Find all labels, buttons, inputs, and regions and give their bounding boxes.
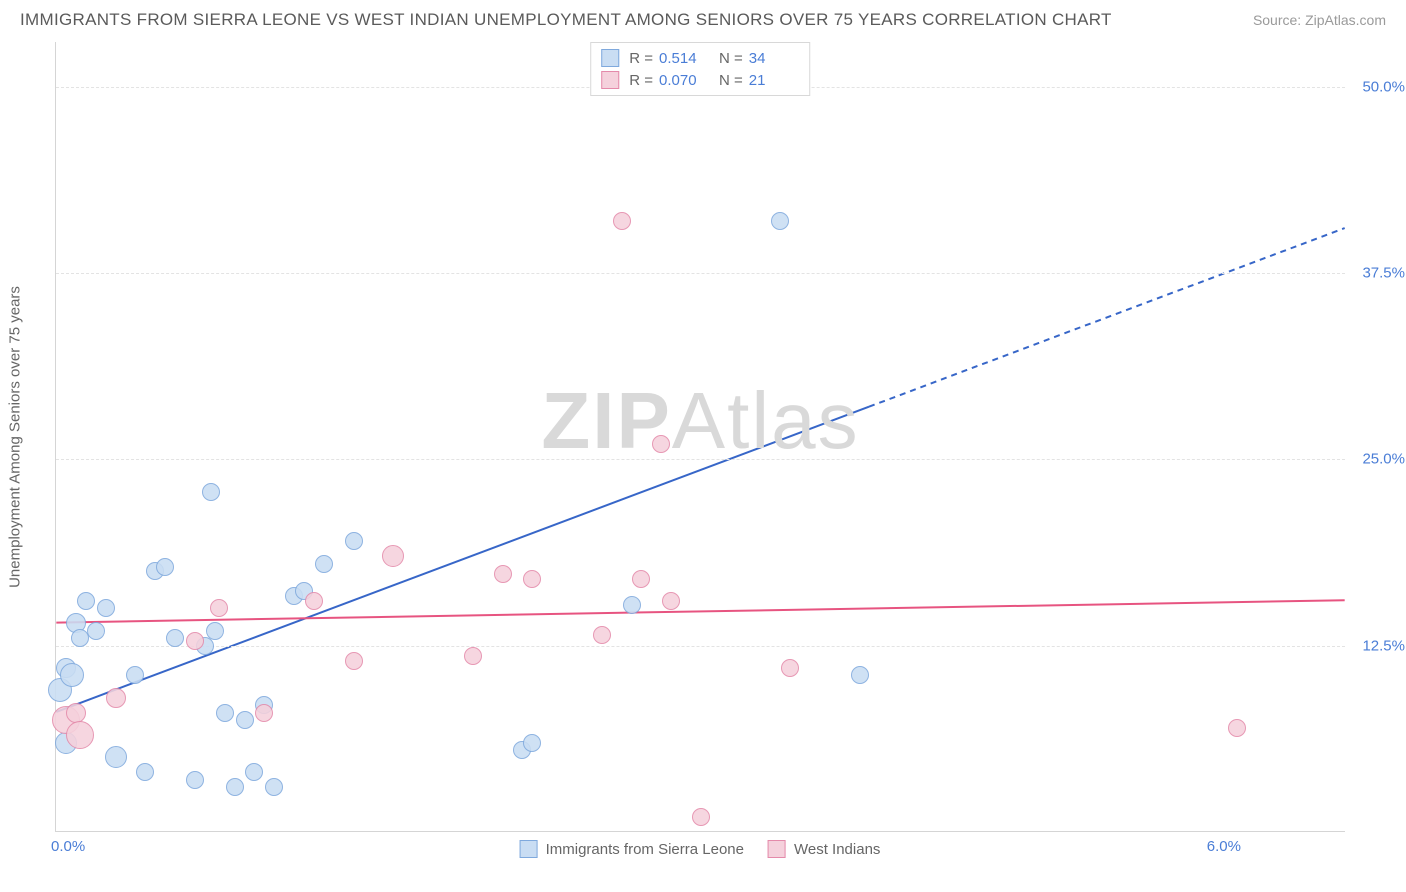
data-point bbox=[345, 652, 363, 670]
data-point bbox=[210, 599, 228, 617]
data-point bbox=[305, 592, 323, 610]
chart-header: IMMIGRANTS FROM SIERRA LEONE VS WEST IND… bbox=[0, 0, 1406, 35]
y-tick-label: 50.0% bbox=[1350, 78, 1405, 95]
data-point bbox=[315, 555, 333, 573]
watermark: ZIPAtlas bbox=[541, 375, 859, 467]
data-point bbox=[106, 688, 126, 708]
series-legend-label: Immigrants from Sierra Leone bbox=[546, 841, 744, 858]
data-point bbox=[87, 622, 105, 640]
series-legend: Immigrants from Sierra Leone West Indians bbox=[520, 840, 881, 858]
series-legend-item: Immigrants from Sierra Leone bbox=[520, 840, 744, 858]
data-point bbox=[156, 558, 174, 576]
data-point bbox=[345, 532, 363, 550]
data-point bbox=[523, 734, 541, 752]
data-point bbox=[523, 570, 541, 588]
data-point bbox=[781, 659, 799, 677]
chart-title: IMMIGRANTS FROM SIERRA LEONE VS WEST IND… bbox=[20, 10, 1112, 30]
data-point bbox=[226, 778, 244, 796]
data-point bbox=[66, 703, 86, 723]
legend-swatch bbox=[768, 840, 786, 858]
data-point bbox=[166, 629, 184, 647]
data-point bbox=[851, 666, 869, 684]
r-label: R = bbox=[629, 50, 653, 67]
r-value: 0.070 bbox=[659, 72, 709, 89]
data-point bbox=[652, 435, 670, 453]
data-point bbox=[60, 663, 84, 687]
data-point bbox=[593, 626, 611, 644]
x-tick-label: 0.0% bbox=[51, 838, 85, 855]
data-point bbox=[382, 545, 404, 567]
gridline bbox=[56, 273, 1345, 274]
data-point bbox=[613, 212, 631, 230]
data-point bbox=[186, 771, 204, 789]
data-point bbox=[136, 763, 154, 781]
data-point bbox=[236, 711, 254, 729]
data-point bbox=[126, 666, 144, 684]
data-point bbox=[105, 746, 127, 768]
data-point bbox=[97, 599, 115, 617]
data-point bbox=[186, 632, 204, 650]
data-point bbox=[662, 592, 680, 610]
plot-region: ZIPAtlas 12.5%25.0%37.5%50.0%0.0%6.0% bbox=[55, 42, 1345, 832]
gridline bbox=[56, 646, 1345, 647]
data-point bbox=[692, 808, 710, 826]
x-tick-label: 6.0% bbox=[1207, 838, 1241, 855]
data-point bbox=[245, 763, 263, 781]
data-point bbox=[77, 592, 95, 610]
trend-line bbox=[56, 600, 1344, 622]
series-legend-label: West Indians bbox=[794, 841, 880, 858]
r-label: R = bbox=[629, 72, 653, 89]
n-label: N = bbox=[719, 50, 743, 67]
r-value: 0.514 bbox=[659, 50, 709, 67]
data-point bbox=[216, 704, 234, 722]
legend-swatch bbox=[601, 71, 619, 89]
data-point bbox=[494, 565, 512, 583]
series-legend-item: West Indians bbox=[768, 840, 880, 858]
correlation-legend-row: R = 0.070 N = 21 bbox=[601, 69, 799, 91]
data-point bbox=[265, 778, 283, 796]
n-value: 21 bbox=[749, 72, 799, 89]
trend-line-extrapolated bbox=[869, 228, 1345, 407]
correlation-legend: R = 0.514 N = 34 R = 0.070 N = 21 bbox=[590, 42, 810, 96]
trend-line bbox=[56, 407, 869, 712]
data-point bbox=[206, 622, 224, 640]
correlation-legend-row: R = 0.514 N = 34 bbox=[601, 47, 799, 69]
data-point bbox=[1228, 719, 1246, 737]
legend-swatch bbox=[520, 840, 538, 858]
data-point bbox=[66, 721, 94, 749]
chart-area: Unemployment Among Seniors over 75 years… bbox=[55, 42, 1345, 832]
y-axis-label: Unemployment Among Seniors over 75 years bbox=[7, 286, 24, 588]
data-point bbox=[464, 647, 482, 665]
y-tick-label: 25.0% bbox=[1350, 451, 1405, 468]
gridline bbox=[56, 459, 1345, 460]
data-point bbox=[202, 483, 220, 501]
chart-source: Source: ZipAtlas.com bbox=[1253, 12, 1386, 28]
y-tick-label: 37.5% bbox=[1350, 265, 1405, 282]
n-label: N = bbox=[719, 72, 743, 89]
data-point bbox=[623, 596, 641, 614]
data-point bbox=[771, 212, 789, 230]
n-value: 34 bbox=[749, 50, 799, 67]
data-point bbox=[255, 704, 273, 722]
legend-swatch bbox=[601, 49, 619, 67]
data-point bbox=[632, 570, 650, 588]
y-tick-label: 12.5% bbox=[1350, 637, 1405, 654]
